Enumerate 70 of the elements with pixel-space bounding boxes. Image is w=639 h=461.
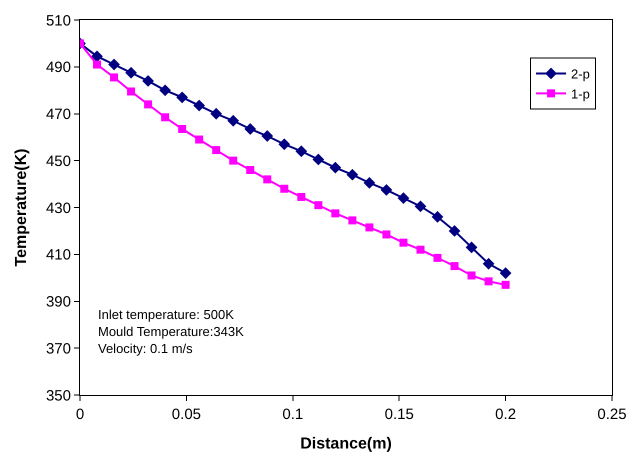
point: [466, 241, 478, 254]
point: [312, 154, 324, 166]
point: [484, 277, 493, 286]
point: [416, 246, 424, 254]
x-tick-label: 0.2: [495, 406, 516, 423]
point: [382, 230, 390, 238]
point: [364, 177, 376, 189]
x-tick-label: 0.25: [597, 406, 627, 423]
point: [346, 168, 358, 181]
point: [365, 223, 374, 232]
point: [125, 66, 137, 79]
point: [348, 216, 356, 224]
x-tick-label: 0.1: [282, 406, 304, 423]
point: [280, 184, 288, 193]
point: [195, 136, 204, 144]
y-tick-label: 490: [46, 59, 71, 76]
point: [142, 75, 154, 87]
point: [127, 87, 136, 96]
point: [229, 156, 238, 165]
legend-label: 1-p: [571, 86, 590, 102]
y-tick-label: 390: [46, 294, 71, 310]
point: [144, 100, 152, 108]
point: [398, 192, 410, 204]
point: [91, 50, 103, 62]
point: [450, 262, 459, 270]
x-tick-label: 0.05: [172, 406, 201, 423]
point: [227, 114, 240, 127]
point: [110, 73, 118, 82]
point: [212, 146, 220, 154]
x-tick-label: 0.15: [384, 406, 414, 423]
y-axis-title: Temperature(K): [12, 148, 30, 266]
annotation: Inlet temperature: 500K Mould Temperature:343K Velocity: 0.1 m/s: [98, 307, 244, 356]
point: [159, 84, 171, 96]
point: [93, 60, 102, 69]
point: [314, 201, 322, 210]
y-tick-label: 450: [46, 152, 71, 170]
point: [448, 225, 460, 237]
point: [278, 138, 290, 150]
y-tick-label: 430: [46, 200, 71, 217]
y-tick-label: 510: [46, 12, 71, 30]
point: [246, 166, 254, 174]
point: [399, 238, 408, 247]
point: [263, 175, 272, 184]
point: [331, 209, 340, 218]
legend-label: 2-p: [571, 66, 590, 82]
x-tick-label: 0: [76, 406, 84, 423]
point: [178, 124, 186, 133]
point: [380, 184, 392, 196]
point: [244, 123, 256, 135]
y-tick-label: 410: [46, 246, 71, 264]
y-tick-label: 470: [46, 106, 71, 123]
y-tick-label: 350: [46, 387, 71, 404]
point: [482, 258, 494, 270]
point: [432, 211, 444, 223]
point: [295, 145, 308, 158]
y-tick-label: 370: [46, 340, 71, 358]
point: [500, 267, 512, 279]
point: [330, 162, 342, 174]
point: [193, 100, 206, 112]
point: [176, 91, 188, 104]
point: [502, 280, 510, 289]
point: [161, 113, 170, 122]
point: [434, 254, 442, 262]
x-axis-title: Distance(m): [300, 436, 392, 453]
point: [108, 58, 120, 70]
point: [261, 130, 274, 142]
point: [297, 192, 306, 201]
point: [414, 200, 426, 212]
point: [210, 108, 222, 120]
point: [468, 271, 476, 280]
